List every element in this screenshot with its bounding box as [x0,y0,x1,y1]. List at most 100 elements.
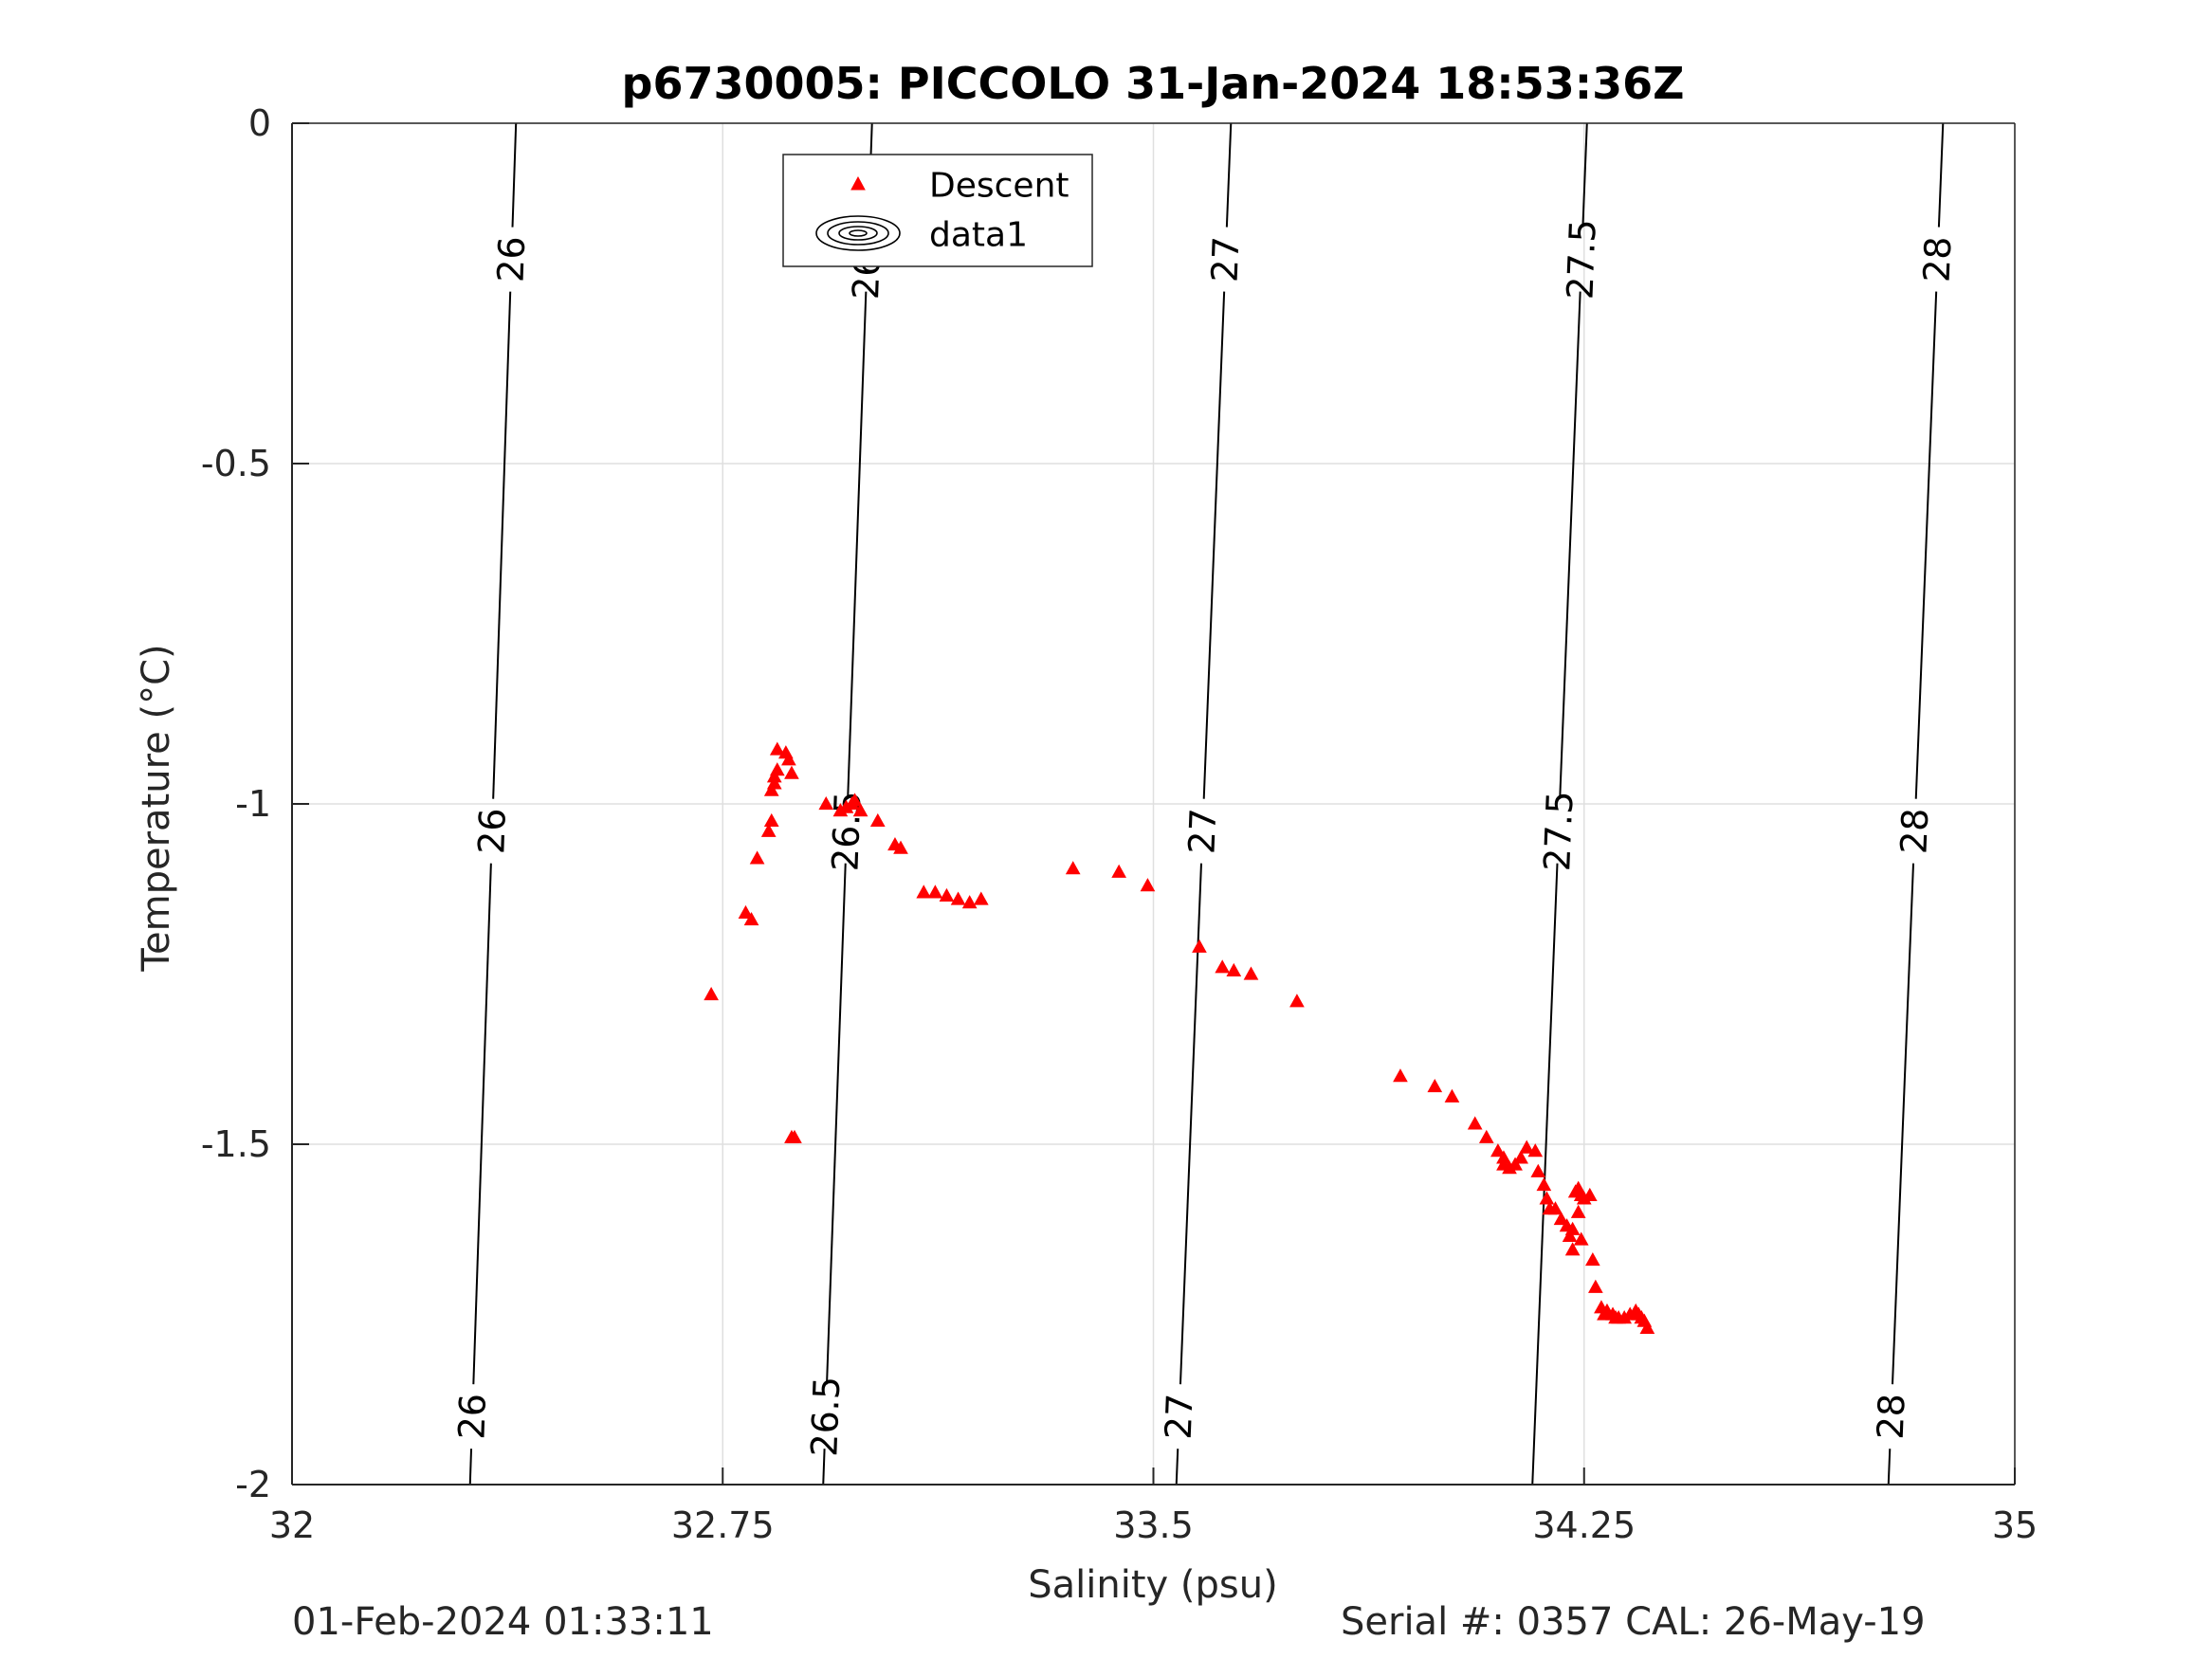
descent-point [852,803,868,817]
isopycnal-label: 26 [450,1393,494,1440]
x-tick-label: 32 [269,1504,315,1546]
descent-point [1562,1228,1578,1243]
descent-point [781,752,796,766]
chart-title: p6730005: PICCOLO 31-Jan-2024 18:53:36Z [622,58,1685,109]
descent-point [950,891,966,905]
isopycnal-line [1914,291,1938,799]
x-tick-label: 33.5 [1113,1504,1194,1546]
isopycnal-label: 27 [1180,808,1224,855]
legend-contour-glyph [827,221,889,246]
descent-point [1192,939,1207,953]
descent-point [1588,1279,1603,1293]
isopycnal-line [1225,122,1233,228]
legend-contour-glyph [849,229,868,237]
y-tick-label: -2 [235,1464,271,1505]
descent-point [787,1129,802,1143]
descent-point [1226,962,1242,977]
isopycnal-label: 27 [1158,1393,1201,1440]
descent-point [1467,1116,1483,1130]
x-axis-label: Salinity (psu) [1028,1563,1277,1607]
isopycnal-label: 26 [470,808,514,855]
descent-point [769,762,785,776]
descent-point [847,793,863,807]
legend-contour-glyph [815,215,901,251]
isopycnal-line [492,291,512,799]
descent-point [939,887,955,902]
y-tick-label: -0.5 [201,443,271,484]
legend-contour-glyph [838,226,878,241]
descent-point [1581,1187,1598,1201]
descent-point [1564,1221,1581,1235]
descent-point [973,891,989,905]
descent-point [1490,1143,1506,1158]
isopycnal-line [1559,291,1581,799]
descent-point [869,812,886,828]
descent-point [1065,861,1081,875]
descent-point [1564,1242,1581,1256]
descent-point [1444,1088,1460,1103]
descent-point [763,812,779,828]
footer-serial-cal: Serial #: 0357 CAL: 26-May-19 [1341,1600,1926,1644]
isopycnal-line [1887,1449,1892,1486]
descent-point [1639,1320,1655,1334]
isopycnal-line [511,122,518,228]
descent-point [1478,1129,1494,1143]
descent-point [763,782,779,796]
isopycnal-line [1175,1449,1179,1486]
descent-point [1519,1139,1535,1154]
descent-point [927,884,943,899]
descent-point [1111,864,1127,878]
descent-point [1553,1211,1569,1226]
descent-point [784,765,799,779]
descent-point [749,850,765,865]
isopycnal-label: 26.5 [803,1376,848,1457]
descent-point [1140,878,1156,892]
isopycnal-line [822,1449,826,1486]
isopycnal-line [1937,122,1945,228]
isopycnal-label: 27 [1204,236,1248,283]
isopycnal-line [1891,863,1915,1385]
descent-point [818,795,834,811]
legend-data1-label: data1 [929,216,1028,255]
descent-point [1530,1163,1546,1177]
isopycnal-label: 27.5 [1559,218,1603,300]
descent-point [1215,959,1231,974]
descent-point [1584,1252,1600,1267]
isopycnal-label: 27.5 [1536,791,1581,872]
descent-point [916,884,932,899]
isopycnal-line [847,291,868,799]
descent-point [1570,1204,1586,1218]
isopycnal-line [472,863,492,1385]
isopycnal-label: 26 [490,236,534,283]
isopycnal-line [1581,122,1588,228]
legend-descent-marker [850,175,866,191]
descent-point [704,987,719,1001]
y-tick-label: -1.5 [201,1123,271,1165]
descent-point [1527,1143,1544,1158]
descent-points [704,741,1655,1334]
y-axis-label: Temperature (°C) [135,644,178,972]
isopycnal-line [826,863,847,1385]
descent-point [743,912,759,926]
descent-point [738,904,754,919]
isopycnal-label: 28 [1892,808,1936,855]
descent-point [1536,1177,1552,1192]
x-tick-label: 32.75 [671,1504,775,1546]
isopycnal-line [1531,863,1559,1486]
descent-point [1573,1231,1589,1246]
descent-point [893,840,908,854]
descent-point [769,741,785,756]
descent-point [1539,1191,1555,1205]
isopycnal-label: 28 [1916,236,1960,283]
descent-point [766,775,782,790]
isopycnal-label: 28 [1870,1393,1913,1440]
x-tick-label: 34.25 [1532,1504,1636,1546]
descent-point [961,895,978,909]
descent-point [1513,1150,1528,1164]
descent-point [1243,966,1259,980]
y-tick-label: -1 [235,783,271,825]
legend: Descent data1 [782,154,1093,267]
descent-point [760,823,777,837]
y-tick-label: 0 [248,102,271,144]
